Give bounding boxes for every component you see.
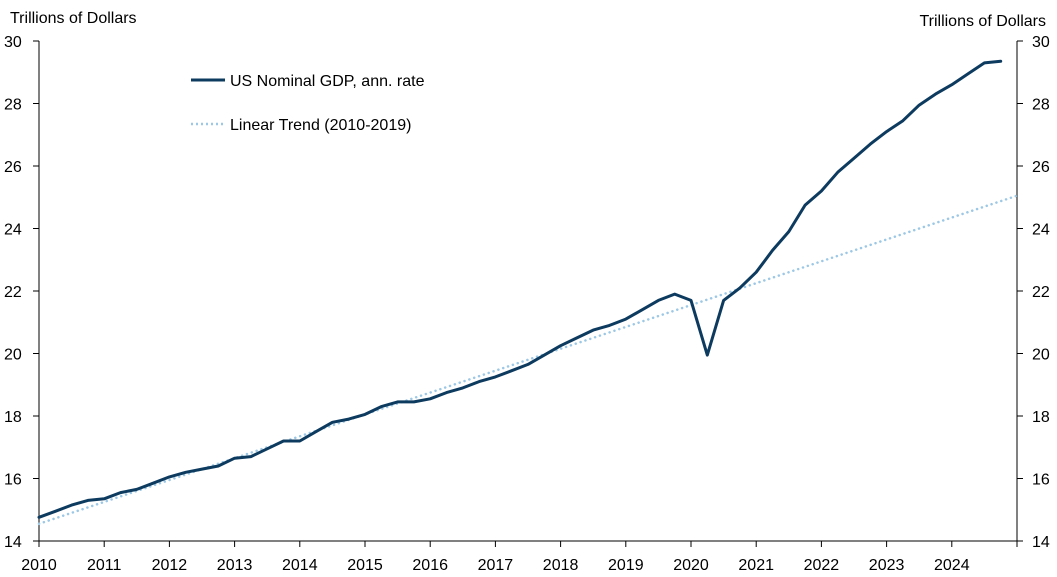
y-tick-label-left: 26 xyxy=(4,159,22,176)
x-tick-label: 2023 xyxy=(869,557,905,574)
y-tick-label-left: 14 xyxy=(4,534,22,551)
x-tick-label: 2013 xyxy=(217,557,253,574)
y-tick-label-left: 18 xyxy=(4,409,22,426)
y-ticks-left: 14 16 18 20 22 24 26 28 30 xyxy=(4,34,39,551)
y-tick-label-left: 24 xyxy=(4,222,22,239)
x-ticks: 2010 2011 2012 2013 2014 2015 2016 2017 2018 2019… xyxy=(21,541,970,574)
y-tick-label-right: 30 xyxy=(1032,34,1050,51)
x-tick-label: 2012 xyxy=(152,557,188,574)
y-tick-label-right: 22 xyxy=(1032,284,1050,301)
legend-label-trend: Linear Trend (2010-2019) xyxy=(230,117,411,134)
y-tick-label-right: 18 xyxy=(1032,409,1050,426)
legend-item-trend: Linear Trend (2010-2019) xyxy=(191,117,411,134)
legend: US Nominal GDP, ann. rate Linear Trend (… xyxy=(191,73,425,134)
x-tick-label: 2016 xyxy=(412,557,448,574)
x-tick-label: 2014 xyxy=(282,557,318,574)
series-line-gdp xyxy=(37,59,1003,519)
y-tick-label-left: 20 xyxy=(4,347,22,364)
x-tick-label: 2021 xyxy=(738,557,774,574)
legend-label-gdp: US Nominal GDP, ann. rate xyxy=(230,73,425,90)
y-tick-label-right: 28 xyxy=(1032,97,1050,114)
y-tick-label-right: 14 xyxy=(1032,534,1050,551)
x-tick-label: 2024 xyxy=(934,557,970,574)
legend-item-gdp: US Nominal GDP, ann. rate xyxy=(191,73,425,90)
y-ticks-right: 14 16 18 20 22 24 26 28 30 xyxy=(1017,34,1050,551)
x-tick-label: 2018 xyxy=(543,557,579,574)
y-tick-label-left: 30 xyxy=(4,34,22,51)
x-tick-label: 2011 xyxy=(87,557,122,574)
left-axis-unit-label: Trillions of Dollars xyxy=(10,10,137,27)
x-tick-label: 2019 xyxy=(608,557,644,574)
y-tick-label-left: 22 xyxy=(4,284,22,301)
y-tick-label-right: 16 xyxy=(1032,472,1050,489)
y-tick-label-right: 20 xyxy=(1032,347,1050,364)
y-tick-label-right: 24 xyxy=(1032,222,1050,239)
x-tick-label: 2010 xyxy=(21,557,57,574)
y-tick-label-left: 16 xyxy=(4,472,22,489)
x-tick-label: 2015 xyxy=(347,557,383,574)
right-axis-unit-label: Trillions of Dollars xyxy=(919,13,1046,30)
x-tick-label: 2017 xyxy=(478,557,514,574)
series-layer xyxy=(37,59,1019,526)
x-tick-label: 2020 xyxy=(673,557,709,574)
y-tick-label-left: 28 xyxy=(4,97,22,114)
series-line-trend xyxy=(37,194,1019,526)
y-tick-label-right: 26 xyxy=(1032,159,1050,176)
x-tick-label: 2022 xyxy=(804,557,840,574)
